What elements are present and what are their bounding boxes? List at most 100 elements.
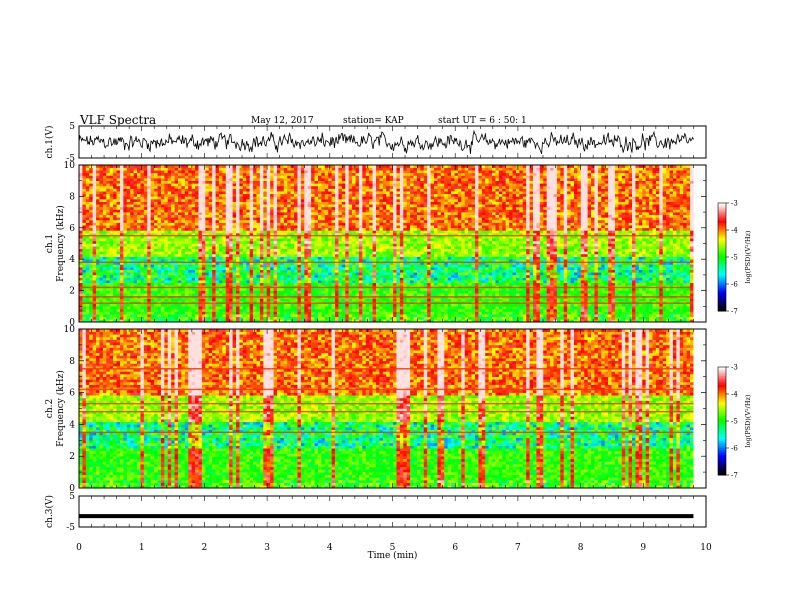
spectrogram-cell <box>198 207 202 210</box>
spectrogram-cell <box>233 246 237 249</box>
spectrogram-cell <box>274 298 278 301</box>
spectrogram-cell <box>246 215 250 218</box>
spectrogram-cell <box>171 264 175 267</box>
spectrogram-cell <box>154 291 158 294</box>
spectrogram-cell <box>127 251 131 254</box>
spectrogram-cell <box>222 283 226 286</box>
spectrogram-cell <box>243 209 247 212</box>
spectrogram-cell <box>158 267 162 270</box>
spectrogram-cell <box>229 257 233 260</box>
spectrogram-cell <box>198 181 202 184</box>
spectrogram-cell <box>103 228 107 231</box>
spectrogram-cell <box>239 194 243 197</box>
spectrogram-cell <box>171 254 175 257</box>
spectrogram-cell <box>216 189 220 192</box>
spectrogram-cell <box>267 225 271 228</box>
spectrogram-cell <box>250 191 254 194</box>
spectrogram-cell <box>93 209 97 212</box>
spectrogram-cell <box>130 288 134 291</box>
spectrogram-cell <box>212 267 216 270</box>
spectrogram-cell <box>226 207 230 210</box>
spectrogram-cell <box>195 272 199 275</box>
spectrogram-cell <box>239 246 243 249</box>
spectrogram-cell <box>250 230 254 233</box>
spectrogram-cell <box>127 280 131 283</box>
spectrogram-cell <box>117 238 121 241</box>
spectrogram-cell <box>120 251 124 254</box>
spectrogram-cell <box>233 168 237 171</box>
spectrogram-cell <box>161 202 165 205</box>
spectrogram-cell <box>212 181 216 184</box>
spectrogram-cell <box>113 270 117 273</box>
spectrogram-cell <box>185 280 189 283</box>
spectrogram-cell <box>198 283 202 286</box>
spectrogram-cell <box>113 220 117 223</box>
spectrogram-cell <box>181 249 185 252</box>
spectrogram-cell <box>280 207 284 210</box>
spectrogram-cell <box>297 178 301 181</box>
spectrogram-cell <box>257 189 261 192</box>
spectrogram-cell <box>178 291 182 294</box>
spectrogram-cell <box>144 212 148 215</box>
spectrogram-cell <box>96 238 100 241</box>
spectrogram-cell <box>209 212 213 215</box>
spectrogram-cell <box>113 317 117 320</box>
spectrogram-cell <box>140 199 144 202</box>
spectrogram-cell <box>134 275 138 278</box>
spectrogram-cell <box>175 199 179 202</box>
spectrogram-cell <box>185 212 189 215</box>
spectrogram-cell <box>175 304 179 307</box>
spectrogram-cell <box>243 317 247 320</box>
spectrogram-cell <box>151 238 155 241</box>
spectrogram-cell <box>137 225 141 228</box>
spectrogram-cell <box>311 220 315 223</box>
spectrogram-cell <box>253 223 257 226</box>
spectrogram-cell <box>267 275 271 278</box>
spectrogram-cell <box>202 168 206 171</box>
spectrogram-cell <box>198 173 202 176</box>
spectrogram-cell <box>130 189 134 192</box>
spectrogram-cell <box>86 270 90 273</box>
spectrogram-cell <box>239 225 243 228</box>
spectrogram-cell <box>106 189 110 192</box>
spectrogram-cell <box>192 309 196 312</box>
spectrogram-cell <box>158 291 162 294</box>
spectrogram-cell <box>263 209 267 212</box>
spectrogram-cell <box>147 173 151 176</box>
spectrogram-cell <box>263 272 267 275</box>
spectrogram-cell <box>263 249 267 252</box>
spectrogram-cell <box>291 251 295 254</box>
spectrogram-cell <box>243 194 247 197</box>
spectrogram-cell <box>253 220 257 223</box>
spectrogram-cell <box>212 293 216 296</box>
spectrogram-cell <box>270 196 274 199</box>
spectrogram-cell <box>294 228 298 231</box>
spectrogram-cell <box>304 181 308 184</box>
spectrogram-cell <box>144 272 148 275</box>
spectrogram-cell <box>246 209 250 212</box>
spectrogram-cell <box>113 215 117 218</box>
spectrogram-cell <box>229 288 233 291</box>
spectrogram-cell <box>147 223 151 226</box>
spectrogram-cell <box>260 278 264 281</box>
spectrogram-cell <box>151 288 155 291</box>
spectrogram-cell <box>284 217 288 220</box>
spectrogram-cell <box>212 264 216 267</box>
spectrogram-cell <box>260 312 264 315</box>
spectrogram-cell <box>253 241 257 244</box>
spectrogram-cell <box>287 194 291 197</box>
spectrogram-cell <box>202 280 206 283</box>
spectrogram-cell <box>185 244 189 247</box>
spectrogram-cell <box>280 246 284 249</box>
spectrogram-cell <box>185 291 189 294</box>
spectrogram-cell <box>120 272 124 275</box>
spectrogram-cell <box>86 220 90 223</box>
spectrogram-cell <box>110 291 114 294</box>
spectrogram-cell <box>82 228 86 231</box>
spectrogram-cell <box>117 230 121 233</box>
spectrogram-cell <box>260 191 264 194</box>
spectrogram-cell <box>158 194 162 197</box>
spectrogram-cell <box>236 212 240 215</box>
spectrogram-cell <box>117 194 121 197</box>
spectrogram-cell <box>120 241 124 244</box>
